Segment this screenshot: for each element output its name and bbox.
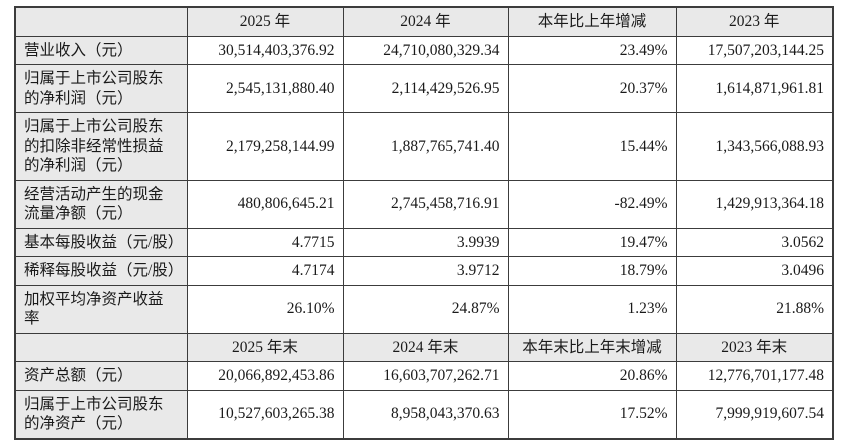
row-label-cell: 归属于上市公司股东的净利润（元）: [14, 64, 188, 114]
value-cell-2023: 1,429,913,364.18: [675, 179, 834, 229]
row-label-cell: 稀释每股收益（元/股）: [14, 256, 188, 286]
value-cell-2024: 3.9712: [342, 256, 509, 286]
change-cell: 20.37%: [507, 64, 677, 114]
table-row-total-assets: 资产总额（元） 20,066,892,453.86 16,603,707,262…: [14, 361, 834, 391]
table-row-basic-eps: 基本每股收益（元/股） 4.7715 3.9939 19.47% 3.0562: [14, 227, 834, 258]
row-label-cell: 归属于上市公司股东的扣除非经常性损益的净利润（元）: [14, 112, 188, 181]
table-row-diluted-eps: 稀释每股收益（元/股） 4.7174 3.9712 18.79% 3.0496: [14, 256, 834, 286]
table-header-row-period-end: 2025 年末 2024 年末 本年末比上年末增减 2023 年末: [14, 332, 834, 363]
header-cell-2023: 2023 年: [675, 6, 834, 37]
value-cell-2025: 2,545,131,880.40: [186, 64, 344, 114]
value-cell-2025: 480,806,645.21: [186, 179, 344, 229]
row-label-cell: 经营活动产生的现金流量净额（元）: [14, 179, 188, 229]
header-cell-blank: [14, 332, 188, 363]
value-cell-2023: 1,614,871,961.81: [675, 64, 834, 114]
value-cell-2025: 30,514,403,376.92: [186, 35, 344, 66]
value-cell-2024: 3.9939: [342, 227, 509, 258]
table-row-net-profit: 归属于上市公司股东的净利润（元） 2,545,131,880.40 2,114,…: [14, 64, 834, 114]
table-row-operating-revenue: 营业收入（元） 30,514,403,376.92 24,710,080,329…: [14, 35, 834, 66]
table-row-operating-cash-flow: 经营活动产生的现金流量净额（元） 480,806,645.21 2,745,45…: [14, 179, 834, 229]
financial-summary: 2025 年 2024 年 本年比上年增减 2023 年 营业收入（元） 30,…: [14, 6, 834, 440]
change-cell: 1.23%: [507, 284, 677, 334]
header-cell-2025: 2025 年: [186, 6, 344, 37]
change-cell: 23.49%: [507, 35, 677, 66]
value-cell-2024: 1,887,765,741.40: [342, 112, 509, 181]
value-cell-2025: 4.7174: [186, 256, 344, 286]
header-cell-2024-end: 2024 年末: [342, 332, 509, 363]
row-label-cell: 基本每股收益（元/股）: [14, 227, 188, 258]
change-cell: 20.86%: [507, 361, 677, 391]
value-cell-2025: 26.10%: [186, 284, 344, 334]
header-cell-2025-end: 2025 年末: [186, 332, 344, 363]
header-cell-2024: 2024 年: [342, 6, 509, 37]
value-cell-2023-end: 12,776,701,177.48: [675, 361, 834, 391]
value-cell-2024: 24,710,080,329.34: [342, 35, 509, 66]
value-cell-2023: 1,343,566,088.93: [675, 112, 834, 181]
financial-summary-table: 2025 年 2024 年 本年比上年增减 2023 年 营业收入（元） 30,…: [14, 6, 834, 440]
value-cell-2025: 2,179,258,144.99: [186, 112, 344, 181]
value-cell-2023: 3.0496: [675, 256, 834, 286]
table-row-net-profit-excl-nonrecurring: 归属于上市公司股东的扣除非经常性损益的净利润（元） 2,179,258,144.…: [14, 112, 834, 181]
row-label-cell: 归属于上市公司股东的净资产（元）: [14, 389, 188, 440]
value-cell-2023-end: 7,999,919,607.54: [675, 389, 834, 440]
header-cell-2023-end: 2023 年末: [675, 332, 834, 363]
value-cell-2025: 4.7715: [186, 227, 344, 258]
value-cell-2023: 3.0562: [675, 227, 834, 258]
value-cell-2024: 24.87%: [342, 284, 509, 334]
row-label-cell: 加权平均净资产收益率: [14, 284, 188, 334]
value-cell-2025-end: 10,527,603,265.38: [186, 389, 344, 440]
change-cell: -82.49%: [507, 179, 677, 229]
value-cell-2025-end: 20,066,892,453.86: [186, 361, 344, 391]
change-cell: 15.44%: [507, 112, 677, 181]
row-label-cell: 资产总额（元）: [14, 361, 188, 391]
change-cell: 18.79%: [507, 256, 677, 286]
value-cell-2024-end: 8,958,043,370.63: [342, 389, 509, 440]
row-label-cell: 营业收入（元）: [14, 35, 188, 66]
header-cell-yoy-change: 本年比上年增减: [507, 6, 677, 37]
table-header-row-annual: 2025 年 2024 年 本年比上年增减 2023 年: [14, 6, 834, 37]
value-cell-2023: 17,507,203,144.25: [675, 35, 834, 66]
value-cell-2024: 2,745,458,716.91: [342, 179, 509, 229]
header-cell-end-change: 本年末比上年末增减: [507, 332, 677, 363]
change-cell: 19.47%: [507, 227, 677, 258]
table-row-weighted-avg-roe: 加权平均净资产收益率 26.10% 24.87% 1.23% 21.88%: [14, 284, 834, 334]
value-cell-2024: 2,114,429,526.95: [342, 64, 509, 114]
value-cell-2024-end: 16,603,707,262.71: [342, 361, 509, 391]
change-cell: 17.52%: [507, 389, 677, 440]
table-row-net-assets: 归属于上市公司股东的净资产（元） 10,527,603,265.38 8,958…: [14, 389, 834, 440]
value-cell-2023: 21.88%: [675, 284, 834, 334]
header-cell-blank: [14, 6, 188, 37]
